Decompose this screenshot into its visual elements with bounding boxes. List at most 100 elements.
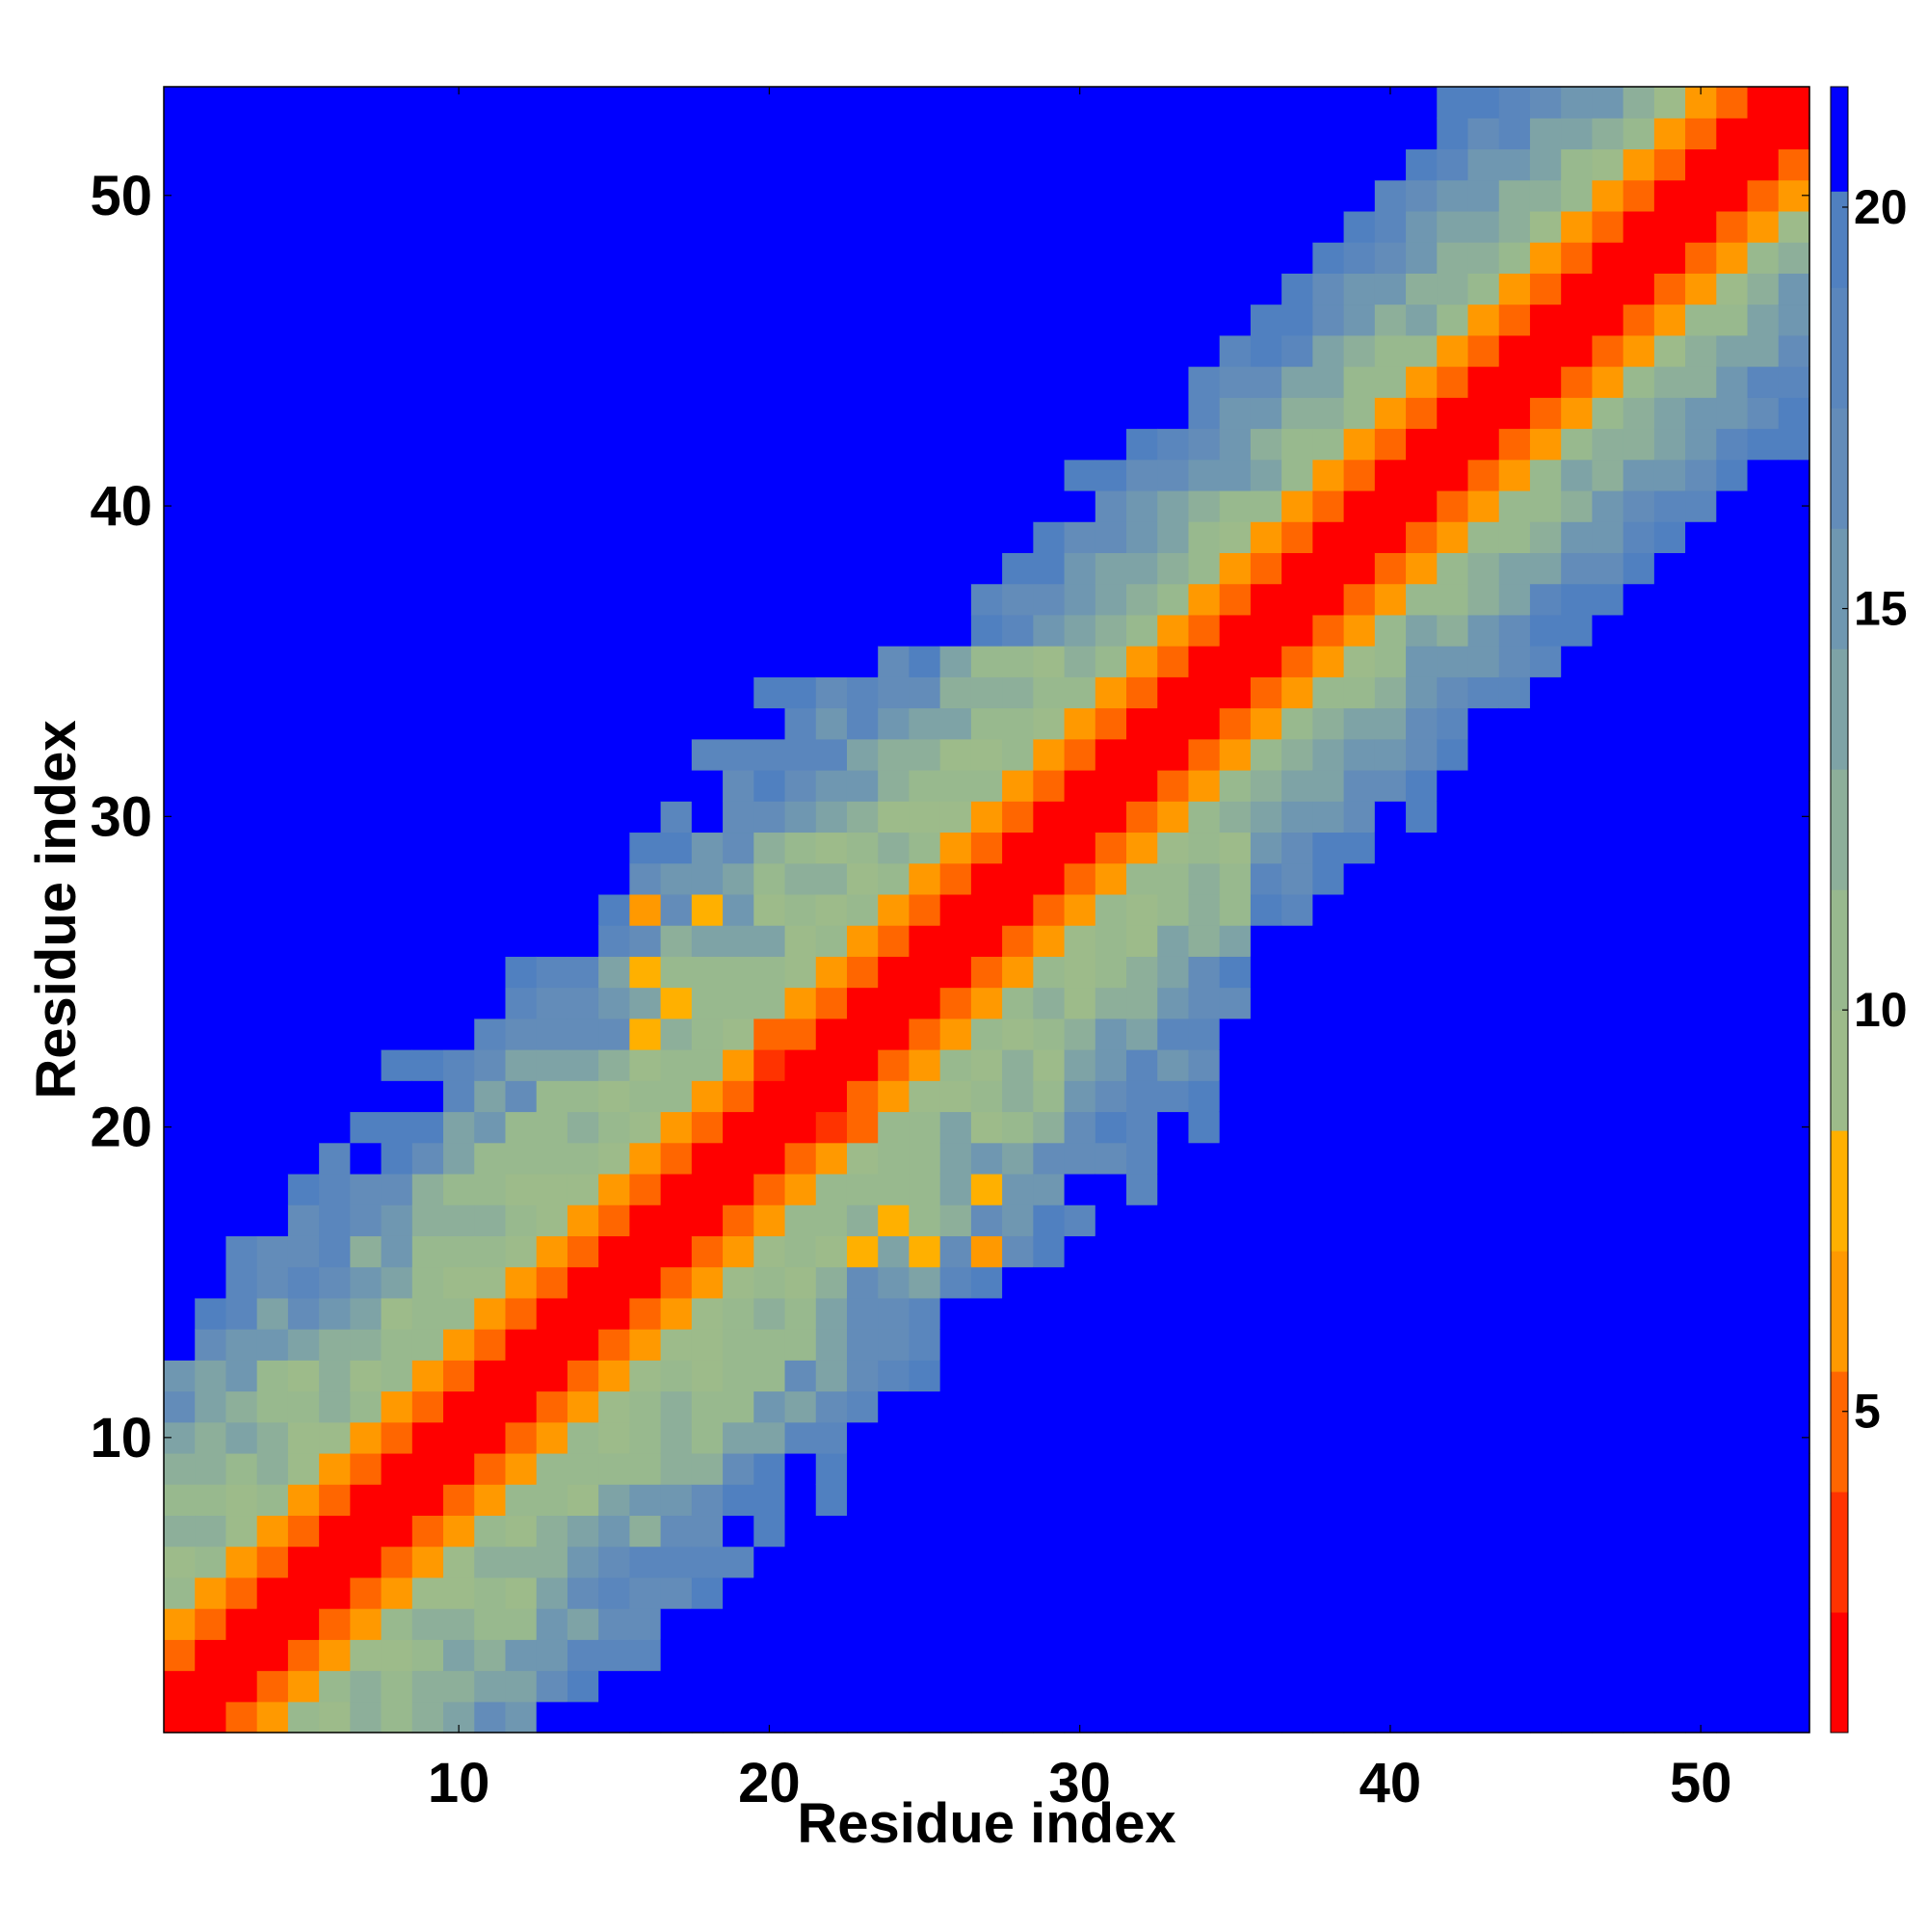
heatmap-cell [1219, 552, 1252, 585]
heatmap-cell [567, 1576, 599, 1609]
heatmap-cell [474, 583, 507, 616]
heatmap-cell [381, 1329, 413, 1361]
heatmap-cell [1064, 179, 1096, 212]
heatmap-cell [1219, 956, 1252, 989]
heatmap-cell [164, 1452, 196, 1485]
heatmap-cell [1685, 148, 1717, 181]
heatmap-cell [1095, 738, 1127, 771]
heatmap-cell [970, 893, 1003, 926]
heatmap-cell [1374, 366, 1407, 398]
heatmap-cell [878, 832, 911, 864]
heatmap-cell [1529, 521, 1562, 553]
heatmap-cell [723, 1701, 754, 1734]
heatmap-cell [505, 1018, 538, 1050]
heatmap-cell [350, 459, 383, 491]
heatmap-cell [1188, 1515, 1221, 1548]
heatmap-cell [1064, 646, 1096, 677]
heatmap-cell [1592, 614, 1624, 647]
heatmap-cell [629, 210, 662, 243]
heatmap-cell [350, 987, 383, 1019]
heatmap-cell [256, 397, 289, 430]
heatmap-cell [287, 1390, 320, 1423]
heatmap-cell [1095, 862, 1127, 895]
heatmap-cell [567, 1329, 599, 1361]
heatmap-cell [939, 1484, 972, 1517]
heatmap-cell [1064, 1484, 1096, 1517]
heatmap-cell [1312, 1111, 1345, 1144]
heatmap-cell [1529, 1701, 1562, 1734]
heatmap-cell [1033, 738, 1066, 771]
y-tick-label: 50 [90, 165, 152, 227]
heatmap-cell [1188, 956, 1221, 989]
heatmap-cell [815, 1080, 848, 1113]
heatmap-cell [846, 459, 879, 491]
heatmap-cell [287, 148, 320, 181]
heatmap-cell [939, 769, 972, 802]
heatmap-cell [1188, 521, 1221, 553]
heatmap-cell [381, 707, 413, 740]
heatmap-cell [909, 707, 941, 740]
heatmap-cell [411, 1111, 444, 1144]
heatmap-cell [195, 459, 227, 491]
heatmap-cell [1623, 1639, 1655, 1672]
heatmap-cell [256, 1701, 289, 1734]
heatmap-cell [567, 987, 599, 1019]
heatmap-cell [1623, 893, 1655, 926]
heatmap-cell [443, 1546, 475, 1578]
heatmap-cell [1033, 210, 1066, 243]
heatmap-cell [598, 1390, 630, 1423]
heatmap-cell [225, 676, 258, 709]
heatmap-cell [939, 583, 972, 616]
heatmap-cell [1250, 738, 1282, 771]
heatmap-cell [1716, 1546, 1749, 1578]
heatmap-cell [1126, 87, 1158, 119]
heatmap-cell [1095, 1297, 1127, 1330]
heatmap-cell [660, 1111, 693, 1144]
heatmap-cell [1747, 490, 1780, 522]
heatmap-cell [1592, 1235, 1624, 1268]
heatmap-cell [784, 1390, 817, 1423]
heatmap-cell [474, 1515, 507, 1548]
heatmap-cell [1561, 521, 1594, 553]
heatmap-cell [1002, 646, 1034, 677]
heatmap-cell [1716, 1329, 1749, 1361]
heatmap-cell [691, 179, 724, 212]
heatmap-cell [1064, 118, 1096, 150]
heatmap-cell [598, 738, 630, 771]
heatmap-cell [939, 428, 972, 461]
heatmap-cell [567, 862, 599, 895]
heatmap-cell [815, 801, 848, 834]
heatmap-cell [1219, 1297, 1252, 1330]
heatmap-cell [723, 521, 754, 553]
heatmap-cell [1498, 1421, 1531, 1454]
heatmap-cell [287, 1142, 320, 1175]
heatmap-cell [411, 893, 444, 926]
heatmap-cell [1467, 1670, 1500, 1703]
heatmap-cell [1561, 738, 1594, 771]
heatmap-cell [1778, 925, 1810, 957]
heatmap-cell [1623, 459, 1655, 491]
heatmap-cell [567, 1484, 599, 1517]
heatmap-cell [1498, 1639, 1531, 1672]
heatmap-cell [815, 893, 848, 926]
heatmap-cell [1374, 832, 1407, 864]
heatmap-cell [1561, 334, 1594, 367]
heatmap-cell [411, 1018, 444, 1050]
heatmap-cell [1281, 738, 1313, 771]
heatmap-cell [1406, 676, 1438, 709]
heatmap-cell [1095, 1049, 1127, 1081]
heatmap-cell [1653, 1452, 1686, 1485]
heatmap-cell [1312, 646, 1345, 677]
heatmap-cell [691, 1266, 724, 1299]
heatmap-cell [1095, 87, 1127, 119]
heatmap-cell [164, 459, 196, 491]
heatmap-cell [1747, 1111, 1780, 1144]
heatmap-cell [536, 1018, 568, 1050]
heatmap-cell [723, 428, 754, 461]
heatmap-cell [846, 242, 879, 274]
heatmap-cell [1406, 273, 1438, 305]
heatmap-cell [256, 210, 289, 243]
heatmap-cell [878, 1080, 911, 1113]
heatmap-cell [1343, 1235, 1376, 1268]
heatmap-cell [505, 832, 538, 864]
